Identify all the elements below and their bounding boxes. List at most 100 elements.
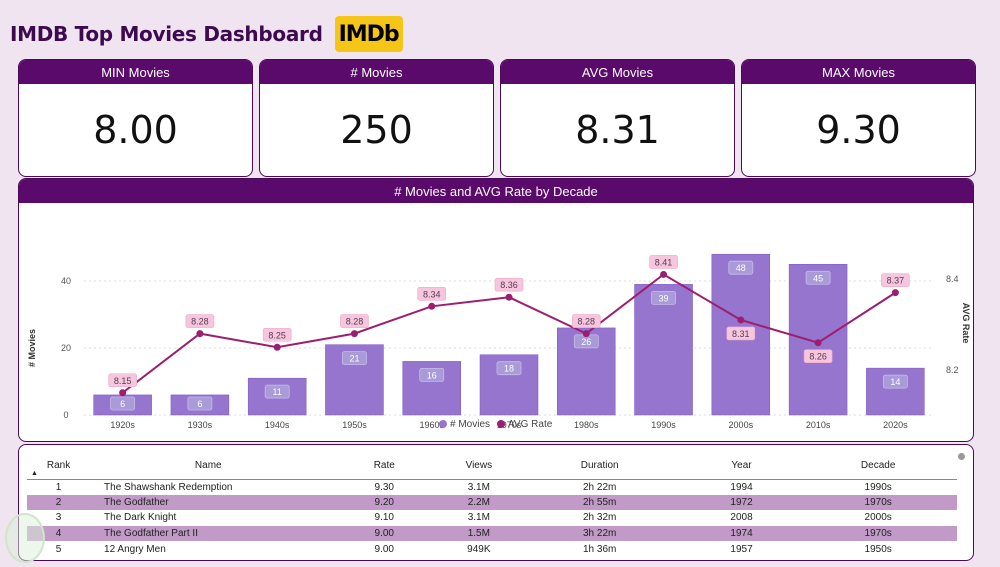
table-row[interactable]: 4 The Godfather Part II 9.00 1.5M 3h 22m 1974… [27, 525, 957, 542]
cell-rank: 1 [55, 481, 62, 493]
cell-views: 949K [467, 543, 491, 555]
rate-label-bg [340, 314, 369, 328]
x-tick-label: 1970s [497, 420, 522, 430]
cell-name: The Shawshank Redemption [104, 481, 233, 493]
bar-data-label: 21 [349, 354, 359, 364]
column-header-name[interactable]: Name [90, 453, 327, 480]
rate-data-label: 8.41 [655, 257, 673, 267]
rate-label-bg [417, 287, 447, 301]
cell-name: The Dark Knight [104, 512, 177, 524]
table-row[interactable]: 1 The Shawshank Redemption 9.30 3.1M 2h 22m 1… [27, 479, 957, 495]
bar-label-bg [419, 367, 445, 382]
rate-data-label: 8.28 [578, 317, 596, 327]
bar-label-bg [882, 374, 908, 389]
movies-table-card[interactable]: Rank ▲ Name Rate Views Duration Year Decade 1 Th… [18, 444, 974, 561]
chart-title: # Movies and AVG Rate by Decade [19, 179, 973, 203]
sort-ascending-icon[interactable]: ▲ [31, 469, 38, 477]
cell-decade: 1990s [864, 481, 892, 493]
cell-duration: 2h 32m [582, 512, 617, 524]
decade-chart[interactable]: 0 20 40 8.2 8.4 # Movies AVG Rate 6 1920s 6 1930s 1… [19, 203, 974, 441]
bar-data-label: 6 [120, 399, 125, 409]
bar-label-bg [728, 260, 754, 275]
x-tick-label: 1980s [574, 420, 599, 430]
decade-chart-card[interactable]: # Movies and AVG Rate by Decade 0 20 40 8.2… [18, 178, 974, 442]
rate-label-bg [108, 373, 137, 388]
avg-rate-point[interactable] [350, 330, 358, 338]
rate-data-label: 8.25 [268, 330, 286, 340]
bar-label-bg [805, 270, 831, 285]
kpi-value: 250 [340, 108, 413, 152]
x-tick-label: 2010s [806, 420, 831, 430]
avg-rate-point[interactable] [582, 330, 590, 338]
x-tick-label: 1950s [342, 420, 367, 430]
cell-rank: 3 [55, 512, 62, 524]
y-left-tick-label: 0 [63, 410, 68, 420]
cell-year: 2008 [730, 512, 753, 524]
avg-rate-point[interactable] [196, 330, 204, 338]
cell-decade: 2000s [864, 512, 892, 524]
bar-data-label: 39 [659, 293, 669, 303]
table-row[interactable]: 2 The Godfather 9.20 2.2M 2h 55m 1972 1970s [27, 494, 957, 511]
kpi-value: 8.00 [93, 108, 178, 152]
bar-2010s[interactable] [788, 264, 848, 416]
avg-rate-point[interactable] [660, 270, 668, 278]
bar-label-bg [651, 290, 676, 305]
kpi-label: # Movies [260, 60, 493, 84]
column-header-rank[interactable]: Rank ▲ [27, 453, 91, 480]
bar-data-label: 16 [427, 370, 437, 380]
kpi-label: MAX Movies [742, 60, 975, 84]
kpi-value: 8.31 [575, 108, 660, 152]
cell-name: The Godfather [90, 494, 327, 511]
watermark-badge [5, 513, 45, 563]
table-header-row: Rank ▲ Name Rate Views Duration Year Decade [27, 453, 957, 480]
column-header-views[interactable]: Views [442, 453, 516, 480]
movies-table: Rank ▲ Name Rate Views Duration Year Decade 1 Th… [27, 453, 957, 557]
cell-duration: 1h 36m [582, 543, 617, 555]
y-right-tick-label: 8.2 [946, 365, 959, 375]
column-header-rate[interactable]: Rate [326, 453, 443, 480]
avg-rate-point[interactable] [814, 339, 822, 347]
cell-rate: 9.10 [374, 512, 394, 524]
bar-1990s[interactable] [634, 284, 693, 416]
kpi-card-max: MAX Movies 9.30 [741, 59, 976, 177]
table-row[interactable]: 3 The Dark Knight 9.10 3.1M 2h 32m 2008 2000s [27, 510, 957, 526]
column-header-decade[interactable]: Decade [799, 453, 957, 480]
cell-views: 1.5M [442, 525, 516, 542]
bar-data-label: 45 [813, 273, 823, 283]
avg-rate-point[interactable] [119, 389, 127, 397]
column-header-duration[interactable]: Duration [515, 453, 684, 480]
cell-decade: 1970s [799, 494, 957, 511]
bar-data-label: 6 [197, 399, 202, 409]
page-title: IMDB Top Movies Dashboard [10, 22, 323, 46]
avg-rate-point[interactable] [505, 293, 513, 301]
rate-label-bg [494, 277, 524, 292]
column-header-year[interactable]: Year [683, 453, 800, 480]
cell-year: 1974 [683, 525, 800, 542]
avg-rate-point[interactable] [891, 289, 899, 297]
rate-label-bg [262, 327, 292, 342]
table-row[interactable]: 5 12 Angry Men 9.00 949K 1h 36m 1957 1950s [27, 541, 957, 557]
rate-data-label: 8.28 [346, 317, 364, 327]
avg-rate-point[interactable] [428, 302, 436, 310]
legend-label-movies: # Movies [450, 419, 490, 430]
x-tick-label: 1990s [651, 420, 676, 430]
cell-views: 3.1M [467, 512, 490, 524]
x-tick-label: 1940s [265, 420, 290, 430]
rate-data-label: 8.37 [887, 276, 905, 286]
x-tick-label: 1960s [419, 420, 444, 430]
legend-marker-rate [497, 420, 505, 428]
kpi-label: MIN Movies [19, 60, 252, 84]
rate-label-bg [803, 349, 833, 363]
rate-data-label: 8.31 [732, 329, 750, 339]
bar-data-label: 11 [273, 387, 282, 397]
y-left-tick-label: 40 [61, 276, 71, 286]
bar-label-bg [342, 351, 367, 366]
bar-data-label: 48 [736, 263, 746, 273]
avg-rate-point[interactable] [273, 343, 281, 351]
table-scrollbar[interactable] [958, 453, 965, 460]
cell-name: 12 Angry Men [104, 543, 166, 555]
avg-rate-point[interactable] [737, 316, 745, 324]
y-left-axis-title: # Movies [27, 329, 37, 367]
kpi-label: AVG Movies [501, 60, 734, 84]
cell-rate: 9.00 [374, 543, 394, 555]
